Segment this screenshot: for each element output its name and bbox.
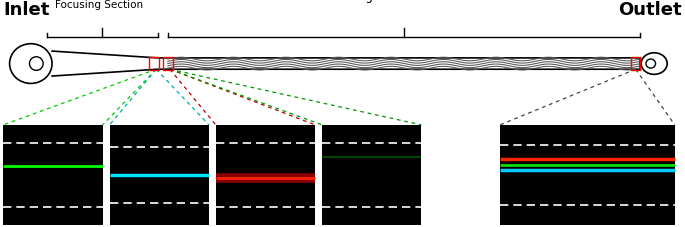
- Bar: [110, 125, 209, 225]
- Bar: [631, 57, 640, 70]
- Bar: [163, 57, 173, 70]
- Text: Migration Section: Migration Section: [352, 0, 456, 3]
- Bar: [500, 125, 675, 225]
- Text: Inlet: Inlet: [3, 1, 50, 19]
- Text: Focusing Section: Focusing Section: [55, 0, 143, 10]
- Bar: [3, 125, 103, 225]
- Bar: [322, 125, 421, 225]
- Text: Outlet: Outlet: [618, 1, 682, 19]
- Bar: [149, 57, 159, 70]
- Bar: [216, 125, 315, 225]
